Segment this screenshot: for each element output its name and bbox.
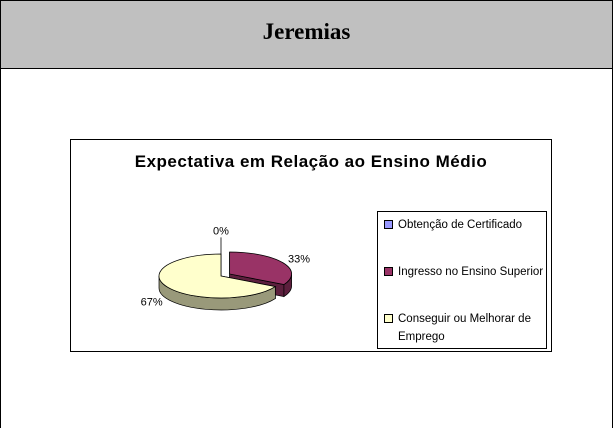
header-title: Jeremias xyxy=(262,19,351,44)
slice xyxy=(229,251,292,285)
slice xyxy=(158,253,277,299)
legend-label: Conseguir ou Melhorar de Emprego xyxy=(398,313,531,343)
data-label: 0% xyxy=(213,225,229,237)
legend-label: Ingresso no Ensino Superior xyxy=(398,266,544,278)
legend-item: Conseguir ou Melhorar de Emprego xyxy=(384,310,556,346)
legend: Obtenção de Certificado Ingresso no Ensin… xyxy=(377,211,547,349)
legend-item: Obtenção de Certificado xyxy=(384,216,556,234)
chart-title: Expectativa em Relação ao Ensino Médio xyxy=(134,152,488,171)
legend-label: Obtenção de Certificado xyxy=(398,219,523,231)
legend-item: Ingresso no Ensino Superior xyxy=(384,263,556,281)
chart: Expectativa em Relação ao Ensino Médio 0… xyxy=(70,139,552,352)
legend-swatch xyxy=(384,314,393,323)
header: Jeremias xyxy=(1,1,612,69)
legend-swatch xyxy=(384,220,393,229)
pie-area: 0% 33% 67% xyxy=(141,225,310,311)
legend-swatch xyxy=(384,267,393,276)
data-label: 67% xyxy=(141,296,163,308)
data-label: 33% xyxy=(288,253,310,265)
